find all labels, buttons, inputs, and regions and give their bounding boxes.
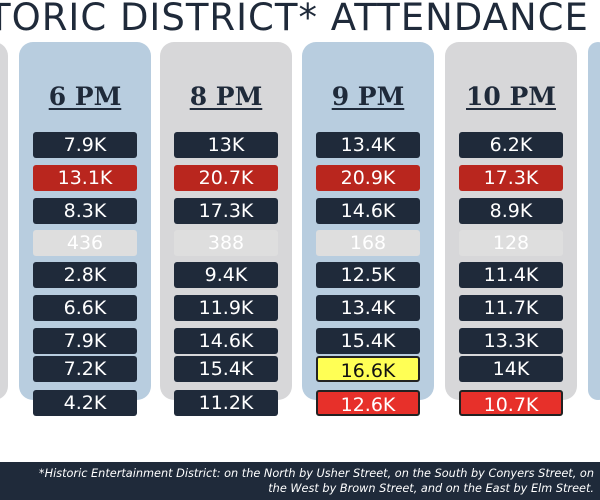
value-cell: 128: [459, 230, 563, 256]
value-cell: 7.2K: [33, 356, 137, 382]
value-cell: 9.4K: [174, 262, 278, 288]
value-cell: 17.3K: [174, 198, 278, 224]
value-cell: 8.3K: [33, 198, 137, 224]
value-cell: 168: [316, 230, 420, 256]
value-cell: 13.1K: [33, 165, 137, 191]
value-cell: 16.6K: [316, 356, 420, 382]
value-cell: 13K: [174, 132, 278, 158]
value-cell: 17.3K: [459, 165, 563, 191]
column-header: 10 PM: [466, 82, 556, 111]
footer-bar: *Historic Entertainment District: on the…: [0, 462, 600, 500]
value-cell: 12.5K: [316, 262, 420, 288]
value-cell: 20.9K: [316, 165, 420, 191]
value-cell: 2.8K: [33, 262, 137, 288]
value-cell: 8.9K: [459, 198, 563, 224]
value-cell: 14.6K: [316, 198, 420, 224]
value-cell: 15.4K: [316, 328, 420, 354]
value-cell: 11.4K: [459, 262, 563, 288]
value-cell: 388: [174, 230, 278, 256]
value-cell: 7.9K: [33, 328, 137, 354]
value-cell: 15.4K: [174, 356, 278, 382]
value-cell: 7.9K: [33, 132, 137, 158]
value-cell: 436: [33, 230, 137, 256]
value-cell: 11.2K: [174, 390, 278, 416]
value-cell: 12.6K: [316, 390, 420, 416]
partial-column: [0, 42, 8, 400]
value-cell: 13.3K: [459, 328, 563, 354]
value-cell: 10.7K: [459, 390, 563, 416]
column-header: 6 PM: [48, 82, 122, 111]
value-cell: 6.6K: [33, 295, 137, 321]
value-cell: 13.4K: [316, 132, 420, 158]
column-header: 9 PM: [331, 82, 405, 111]
value-cell: 14K: [459, 356, 563, 382]
value-cell: 11.7K: [459, 295, 563, 321]
partial-column: [588, 42, 600, 400]
page-title: TORIC DISTRICT* ATTENDANCE: [0, 0, 589, 39]
value-cell: 20.7K: [174, 165, 278, 191]
footnote-text: *Historic Entertainment District: on the…: [38, 467, 594, 495]
value-cell: 4.2K: [33, 390, 137, 416]
column-header: 8 PM: [189, 82, 263, 111]
value-cell: 13.4K: [316, 295, 420, 321]
value-cell: 6.2K: [459, 132, 563, 158]
value-cell: 14.6K: [174, 328, 278, 354]
value-cell: 11.9K: [174, 295, 278, 321]
